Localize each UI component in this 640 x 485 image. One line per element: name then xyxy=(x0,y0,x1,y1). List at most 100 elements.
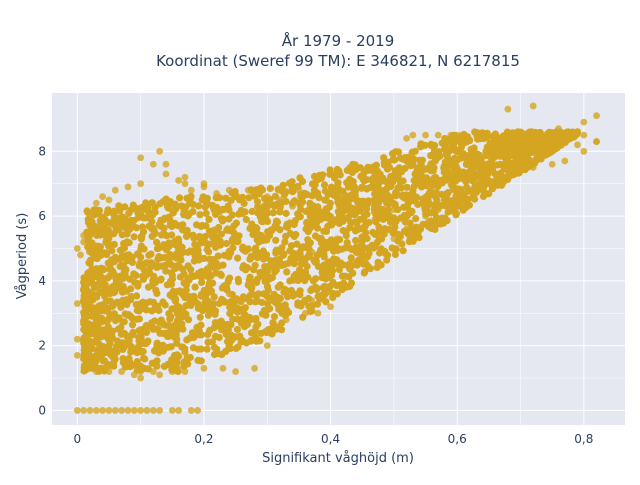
data-point xyxy=(73,245,81,252)
data-point xyxy=(453,196,461,204)
data-point xyxy=(371,215,379,223)
data-point xyxy=(175,313,183,320)
data-point xyxy=(523,138,531,145)
data-point xyxy=(447,131,455,139)
data-point xyxy=(339,280,347,288)
data-point xyxy=(251,190,259,197)
data-point xyxy=(308,296,315,304)
data-point xyxy=(358,258,366,265)
y-tick-label: 4 xyxy=(38,274,46,288)
data-point xyxy=(232,306,240,314)
chart-title-line-2: Koordinat (Sweref 99 TM): E 346821, N 62… xyxy=(156,52,520,70)
data-point xyxy=(390,235,398,243)
data-point xyxy=(377,245,385,252)
data-point xyxy=(447,180,455,188)
data-point xyxy=(80,232,88,239)
data-point xyxy=(593,138,600,145)
data-point xyxy=(200,180,208,188)
data-point xyxy=(403,225,410,233)
data-point xyxy=(485,180,493,188)
data-point xyxy=(92,199,100,207)
data-point xyxy=(200,303,208,311)
data-point xyxy=(479,134,486,142)
data-point xyxy=(162,160,170,168)
data-point xyxy=(105,368,113,375)
data-point xyxy=(403,134,410,142)
data-point xyxy=(156,147,164,155)
data-point xyxy=(187,186,195,194)
data-point xyxy=(548,141,556,149)
data-point xyxy=(498,173,505,181)
data-point xyxy=(77,251,84,259)
data-point xyxy=(580,131,588,139)
x-tick-label: 0,8 xyxy=(574,432,593,446)
data-point xyxy=(162,170,170,178)
data-point xyxy=(92,407,100,414)
data-point xyxy=(137,407,145,414)
point-cloud xyxy=(80,128,582,376)
data-point xyxy=(156,371,164,379)
data-point xyxy=(580,118,588,126)
data-point xyxy=(105,196,113,204)
data-point xyxy=(149,368,157,375)
data-point xyxy=(181,368,189,375)
data-point xyxy=(428,186,436,194)
data-point xyxy=(251,364,259,372)
data-point xyxy=(213,190,221,197)
data-point xyxy=(504,105,512,113)
data-point xyxy=(181,173,189,181)
data-point xyxy=(168,368,176,375)
data-point xyxy=(244,186,252,194)
data-point xyxy=(118,407,126,414)
x-tick-label: 0 xyxy=(74,432,82,446)
data-point xyxy=(86,407,94,414)
data-point xyxy=(422,212,429,220)
data-point xyxy=(409,196,417,204)
data-point xyxy=(434,131,442,139)
data-point xyxy=(187,407,195,414)
data-point xyxy=(99,193,107,201)
data-point xyxy=(352,225,360,233)
data-point xyxy=(542,144,550,152)
data-point xyxy=(80,407,88,414)
data-point xyxy=(536,141,543,149)
data-point xyxy=(263,342,271,350)
y-tick-label: 2 xyxy=(38,339,46,353)
data-point xyxy=(73,351,81,359)
x-axis-title: Signifikant våghöjd (m) xyxy=(262,451,414,466)
data-point xyxy=(137,326,145,333)
data-point xyxy=(295,186,303,194)
data-points xyxy=(73,102,600,414)
data-point xyxy=(124,183,132,191)
data-point xyxy=(225,186,233,194)
data-point xyxy=(327,303,334,311)
data-point xyxy=(175,407,183,414)
data-point xyxy=(460,134,467,142)
data-point xyxy=(434,206,442,214)
chart-title-line-1: År 1979 - 2019 xyxy=(282,31,395,50)
data-point xyxy=(504,157,512,165)
data-point xyxy=(175,177,183,184)
data-point xyxy=(320,296,328,304)
data-point xyxy=(422,131,429,139)
data-point xyxy=(409,131,417,139)
data-point xyxy=(105,407,113,414)
data-point xyxy=(156,407,164,414)
data-point xyxy=(390,206,398,214)
data-point xyxy=(466,186,474,194)
x-tick-label: 0,6 xyxy=(448,432,467,446)
data-point xyxy=(574,141,581,149)
data-point xyxy=(263,270,271,278)
data-point xyxy=(149,160,157,168)
data-point xyxy=(263,199,271,207)
data-point xyxy=(263,193,271,201)
data-point xyxy=(200,364,208,372)
data-point xyxy=(219,364,227,372)
data-point xyxy=(92,206,100,214)
data-point xyxy=(232,193,240,201)
data-point xyxy=(232,368,240,375)
data-point xyxy=(346,164,353,171)
y-axis-title: Vågperiod (s) xyxy=(15,213,30,300)
data-point xyxy=(86,219,94,226)
